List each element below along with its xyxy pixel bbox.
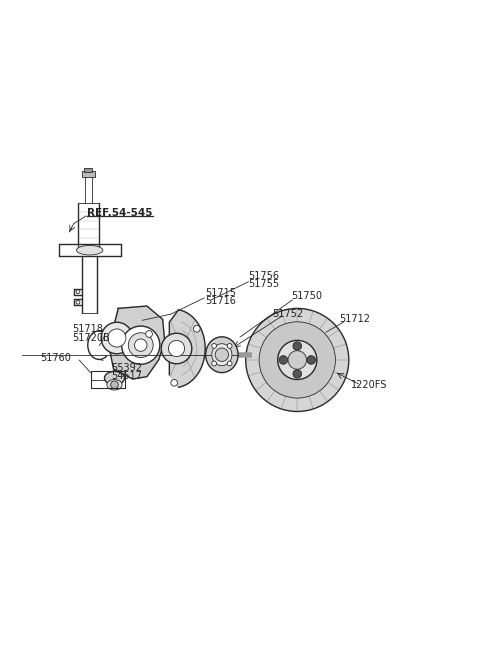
Circle shape xyxy=(108,329,126,347)
Bar xyxy=(84,168,92,172)
Text: 51715: 51715 xyxy=(205,288,237,298)
Ellipse shape xyxy=(107,379,122,390)
Circle shape xyxy=(212,361,216,366)
Circle shape xyxy=(146,331,152,337)
Circle shape xyxy=(227,361,232,366)
Ellipse shape xyxy=(212,344,232,365)
Circle shape xyxy=(279,356,288,364)
Text: 51752: 51752 xyxy=(273,309,303,319)
Circle shape xyxy=(76,290,80,293)
Text: 51718: 51718 xyxy=(72,324,103,335)
Text: 54517: 54517 xyxy=(111,371,142,381)
Circle shape xyxy=(111,381,118,388)
Text: 1220FS: 1220FS xyxy=(351,380,387,390)
Circle shape xyxy=(227,343,232,348)
Circle shape xyxy=(193,326,200,332)
Circle shape xyxy=(293,369,301,378)
Text: 51750: 51750 xyxy=(291,291,323,301)
Circle shape xyxy=(307,356,315,364)
Text: 51755: 51755 xyxy=(249,279,280,289)
Bar xyxy=(91,371,125,388)
Circle shape xyxy=(215,348,228,362)
Ellipse shape xyxy=(76,246,103,255)
Text: REF.54-545: REF.54-545 xyxy=(87,208,153,218)
Circle shape xyxy=(278,341,317,379)
Circle shape xyxy=(161,333,192,364)
Circle shape xyxy=(168,341,185,356)
Polygon shape xyxy=(169,310,205,387)
Text: 51712: 51712 xyxy=(339,314,370,324)
Circle shape xyxy=(76,300,80,304)
Circle shape xyxy=(293,342,301,350)
Circle shape xyxy=(134,339,147,351)
Bar xyxy=(82,171,95,177)
Circle shape xyxy=(212,343,216,348)
Text: 55392: 55392 xyxy=(111,363,142,373)
Circle shape xyxy=(171,379,178,386)
Circle shape xyxy=(246,309,349,411)
Circle shape xyxy=(128,333,153,358)
Circle shape xyxy=(121,326,160,364)
Text: 51720B: 51720B xyxy=(72,333,110,343)
Polygon shape xyxy=(109,306,165,379)
Circle shape xyxy=(101,322,132,354)
Ellipse shape xyxy=(205,337,238,373)
Text: 51716: 51716 xyxy=(205,296,237,307)
Circle shape xyxy=(288,350,307,369)
Circle shape xyxy=(259,322,336,398)
Ellipse shape xyxy=(105,371,124,384)
Text: 51756: 51756 xyxy=(249,271,279,281)
Text: 51760: 51760 xyxy=(40,353,72,363)
